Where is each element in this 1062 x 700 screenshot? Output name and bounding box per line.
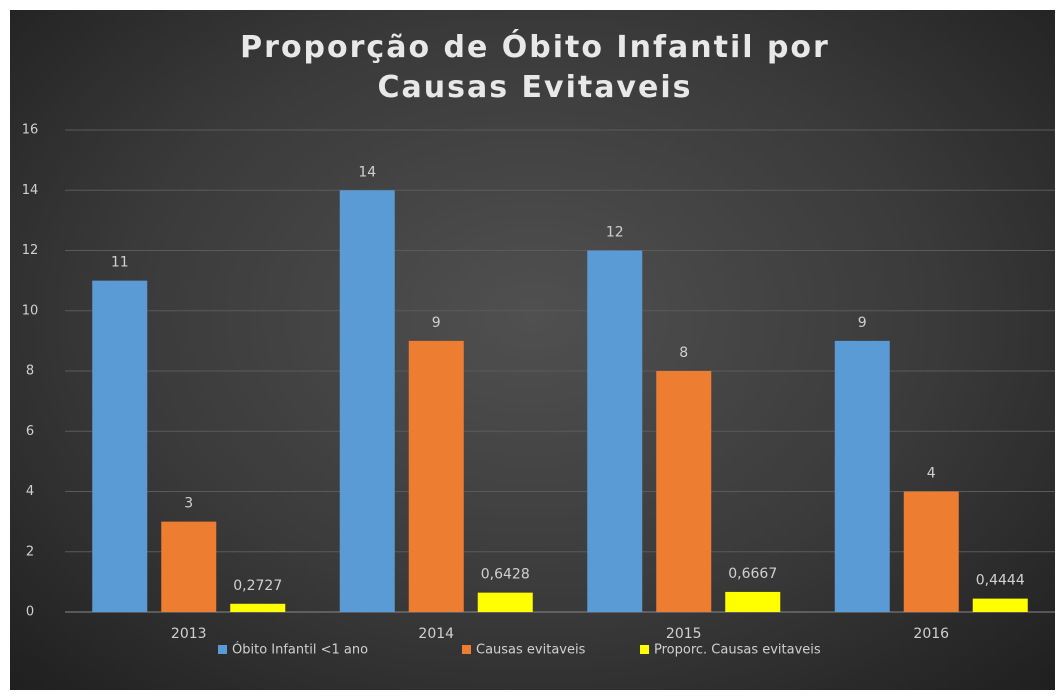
bar — [230, 603, 286, 612]
bar — [834, 340, 890, 612]
bar — [725, 591, 781, 612]
bar — [972, 598, 1028, 612]
legend-swatch — [218, 645, 227, 654]
legend-label: Óbito Infantil <1 ano — [232, 642, 368, 658]
x-tick-label: 2015 — [666, 626, 702, 642]
y-tick-label: 14 — [22, 183, 39, 198]
data-label: 3 — [184, 496, 193, 512]
x-tick-label: 2014 — [418, 626, 454, 642]
x-tick-label: 2013 — [171, 626, 207, 642]
y-tick-label: 2 — [26, 544, 34, 559]
bar — [477, 592, 533, 612]
legend-swatch — [462, 645, 471, 654]
chart-title: Proporção de Óbito Infantil por Causas E… — [240, 30, 830, 105]
y-tick-label: 12 — [22, 243, 39, 258]
y-tick-label: 10 — [22, 303, 39, 318]
bar — [587, 250, 643, 612]
legend-swatch — [640, 645, 649, 654]
bar — [339, 190, 395, 612]
legend-label: Proporc. Causas evitaveis — [654, 643, 821, 658]
data-label: 0,6667 — [728, 566, 777, 582]
bar — [161, 521, 217, 612]
y-tick-label: 8 — [26, 364, 34, 379]
bar — [903, 491, 959, 612]
data-label: 0,2727 — [233, 578, 282, 594]
data-label: 8 — [679, 345, 688, 361]
data-label: 12 — [606, 225, 624, 241]
data-label: 0,4444 — [976, 573, 1025, 589]
bar — [408, 340, 464, 612]
x-tick-label: 2016 — [913, 626, 949, 642]
data-label: 0,6428 — [481, 567, 530, 583]
data-label: 14 — [358, 164, 376, 180]
bar — [656, 371, 712, 612]
bar — [92, 280, 148, 612]
data-label: 9 — [432, 315, 441, 331]
legend-label: Causas evitaveis — [476, 643, 586, 658]
y-tick-label: 16 — [22, 123, 39, 138]
y-tick-label: 4 — [26, 484, 34, 499]
y-tick-label: 0 — [26, 605, 34, 620]
y-tick-label: 6 — [26, 424, 34, 439]
data-label: 4 — [927, 466, 936, 482]
data-label: 11 — [111, 255, 129, 271]
data-label: 9 — [858, 315, 867, 331]
